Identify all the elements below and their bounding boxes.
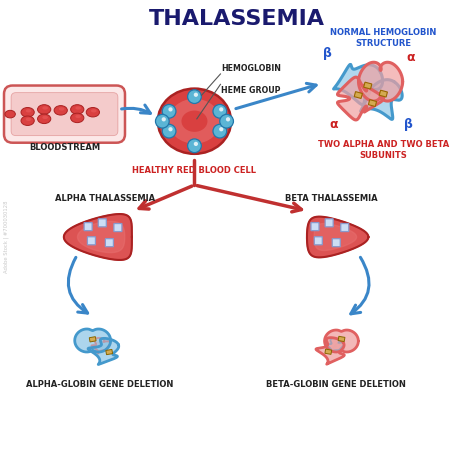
- Circle shape: [168, 107, 173, 111]
- Polygon shape: [307, 217, 368, 257]
- Text: HEALTHY RED BLOOD CELL: HEALTHY RED BLOOD CELL: [132, 166, 256, 175]
- Circle shape: [219, 127, 223, 131]
- Circle shape: [188, 90, 201, 103]
- Ellipse shape: [86, 108, 100, 117]
- Text: Adobe Stock | #700030128: Adobe Stock | #700030128: [4, 201, 9, 273]
- FancyBboxPatch shape: [105, 238, 113, 246]
- Bar: [379, 90, 387, 97]
- Ellipse shape: [21, 108, 34, 117]
- Text: TWO ALPHA AND TWO BETA
SUBUNITS: TWO ALPHA AND TWO BETA SUBUNITS: [318, 140, 449, 160]
- Text: BETA THALASSEMIA: BETA THALASSEMIA: [285, 194, 378, 203]
- Text: ALPHA-GLOBIN GENE DELETION: ALPHA-GLOBIN GENE DELETION: [26, 380, 173, 389]
- Text: NORMAL HEMOGLOBIN
STRUCTURE: NORMAL HEMOGLOBIN STRUCTURE: [330, 28, 437, 47]
- Polygon shape: [327, 338, 344, 352]
- Circle shape: [162, 124, 176, 138]
- Polygon shape: [337, 77, 383, 120]
- Ellipse shape: [71, 113, 84, 123]
- Ellipse shape: [21, 116, 34, 126]
- Polygon shape: [88, 338, 119, 365]
- Ellipse shape: [75, 106, 81, 109]
- Text: ALPHA THALASSEMIA: ALPHA THALASSEMIA: [55, 194, 155, 203]
- Circle shape: [194, 142, 198, 146]
- Text: BLOODSTREAM: BLOODSTREAM: [29, 143, 100, 152]
- FancyBboxPatch shape: [325, 219, 333, 227]
- Circle shape: [162, 117, 166, 121]
- Ellipse shape: [182, 110, 208, 132]
- Bar: [354, 91, 363, 99]
- Circle shape: [220, 114, 234, 128]
- Text: HEMOGLOBIN: HEMOGLOBIN: [221, 64, 281, 73]
- Bar: [338, 337, 345, 342]
- Ellipse shape: [91, 109, 97, 112]
- Ellipse shape: [42, 106, 48, 109]
- FancyBboxPatch shape: [84, 223, 92, 231]
- Text: α: α: [407, 51, 415, 64]
- Polygon shape: [64, 214, 132, 260]
- FancyBboxPatch shape: [4, 85, 125, 143]
- Polygon shape: [75, 329, 110, 352]
- Text: α: α: [329, 118, 338, 131]
- Circle shape: [213, 124, 227, 138]
- FancyBboxPatch shape: [98, 219, 106, 227]
- Circle shape: [194, 92, 198, 97]
- FancyBboxPatch shape: [314, 237, 322, 245]
- Circle shape: [219, 107, 223, 111]
- Text: HEME GROUP: HEME GROUP: [221, 86, 281, 95]
- Ellipse shape: [42, 116, 48, 119]
- Ellipse shape: [37, 114, 51, 124]
- Bar: [364, 82, 372, 89]
- Polygon shape: [358, 62, 403, 101]
- FancyBboxPatch shape: [311, 223, 319, 231]
- Circle shape: [213, 104, 227, 118]
- FancyBboxPatch shape: [87, 237, 95, 245]
- Text: β: β: [323, 47, 332, 60]
- Polygon shape: [361, 80, 402, 119]
- FancyBboxPatch shape: [332, 238, 340, 246]
- Polygon shape: [334, 64, 383, 105]
- Text: β: β: [404, 118, 412, 131]
- Ellipse shape: [75, 115, 81, 118]
- FancyBboxPatch shape: [341, 224, 349, 232]
- Ellipse shape: [71, 105, 84, 114]
- Ellipse shape: [26, 118, 31, 121]
- Bar: [106, 349, 113, 355]
- FancyBboxPatch shape: [114, 224, 122, 232]
- Circle shape: [168, 127, 173, 131]
- Polygon shape: [325, 330, 358, 352]
- Circle shape: [155, 114, 169, 128]
- Ellipse shape: [37, 105, 51, 114]
- Bar: [89, 337, 96, 342]
- Polygon shape: [91, 338, 110, 353]
- Polygon shape: [316, 337, 344, 364]
- Ellipse shape: [54, 106, 67, 115]
- Bar: [368, 100, 376, 107]
- Circle shape: [188, 139, 201, 153]
- Polygon shape: [77, 221, 125, 253]
- Ellipse shape: [26, 109, 31, 112]
- Ellipse shape: [59, 107, 64, 110]
- Text: BETA-GLOBIN GENE DELETION: BETA-GLOBIN GENE DELETION: [266, 380, 406, 389]
- Ellipse shape: [5, 110, 15, 118]
- FancyBboxPatch shape: [11, 92, 118, 136]
- Ellipse shape: [168, 99, 220, 144]
- Circle shape: [162, 104, 176, 118]
- Ellipse shape: [158, 89, 231, 154]
- Text: THALASSEMIA: THALASSEMIA: [149, 9, 325, 28]
- Bar: [325, 349, 332, 355]
- Polygon shape: [314, 224, 356, 250]
- Circle shape: [226, 117, 230, 121]
